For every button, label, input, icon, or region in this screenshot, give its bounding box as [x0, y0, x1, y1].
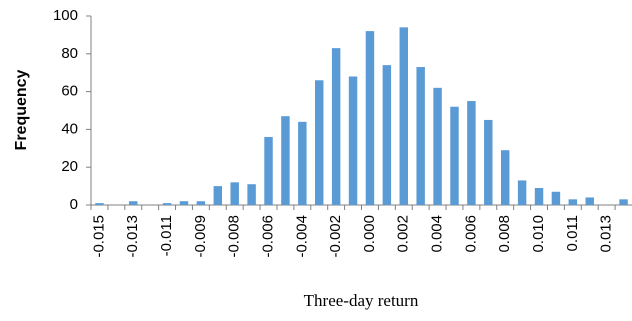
x-tick-label: -0.013 — [124, 215, 141, 258]
histogram-bar — [95, 203, 104, 205]
x-tick-label: -0.011 — [158, 215, 175, 256]
histogram-bar — [129, 201, 138, 205]
x-tick-label: 0.006 — [462, 215, 479, 253]
x-tick-label: -0.009 — [192, 215, 209, 258]
histogram-bar — [315, 80, 324, 205]
histogram-bar — [619, 199, 628, 205]
y-tick-label: 100 — [53, 7, 78, 24]
bars — [95, 27, 628, 206]
histogram-bar — [365, 31, 375, 206]
x-tick-label: 0.004 — [429, 215, 446, 253]
y-tick-label: 20 — [61, 158, 78, 175]
x-tick-label: -0.004 — [293, 215, 310, 258]
histogram-bar — [298, 121, 307, 205]
histogram-bar — [382, 65, 392, 205]
histogram-bar — [348, 76, 358, 205]
histogram-bar — [450, 106, 459, 205]
histogram-bar — [500, 150, 510, 205]
histogram-bar — [484, 119, 493, 205]
histogram-bar — [213, 186, 223, 205]
histogram-bar — [433, 87, 442, 205]
x-tick-label: 0.010 — [530, 215, 547, 253]
y-tick-label: 60 — [61, 83, 78, 100]
x-axis-title: Three-day return — [304, 291, 419, 310]
x-tick-label: -0.015 — [90, 215, 107, 258]
y-tick-label: 80 — [61, 45, 78, 62]
histogram-bar — [534, 187, 544, 205]
histogram-bar — [399, 27, 408, 206]
y-tick-label: 0 — [70, 196, 78, 213]
histogram-bar — [281, 116, 290, 205]
histogram-bar — [416, 67, 425, 205]
histogram-bar — [517, 180, 527, 205]
y-axis: 0 20 40 60 80 100 — [53, 7, 92, 213]
histogram-bar — [568, 199, 578, 205]
histogram-bar — [467, 101, 476, 205]
x-tick-label: 0.013 — [598, 215, 615, 253]
histogram-bar — [162, 203, 172, 205]
x-tick-label: 0.002 — [395, 215, 412, 253]
histogram-bar — [331, 48, 341, 205]
x-tick-label: 0.011 — [564, 215, 581, 251]
x-tick-label: -0.002 — [327, 215, 344, 258]
histogram-bar — [247, 184, 256, 205]
histogram-bar — [585, 197, 594, 205]
histogram-bar — [264, 136, 273, 205]
x-tick-label: -0.006 — [259, 215, 276, 258]
x-tick-label: 0.008 — [496, 215, 513, 253]
x-tick-label: -0.008 — [226, 215, 243, 258]
histogram-bar — [196, 201, 206, 205]
y-tick-label: 40 — [61, 120, 78, 137]
x-axis: -0.015 -0.013 -0.011 -0.009 -0.008 -0.006 -0.0… — [90, 204, 632, 258]
y-axis-title: Frequency — [13, 69, 30, 150]
histogram-bar — [230, 182, 239, 205]
histogram-bar — [179, 201, 189, 205]
histogram-bar — [551, 191, 561, 205]
x-tick-label: 0.000 — [361, 215, 378, 253]
